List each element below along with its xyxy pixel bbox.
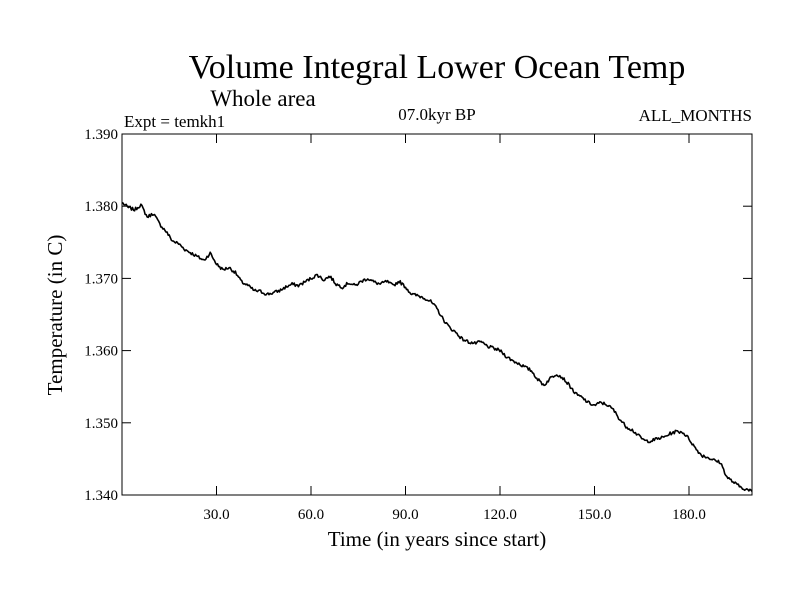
chart-title: Volume Integral Lower Ocean Temp [189,49,686,86]
x-tick-label: 60.0 [298,507,324,523]
x-tick-label: 150.0 [578,507,612,523]
y-tick-label: 1.380 [84,199,118,215]
expt-label: Expt = temkh1 [124,112,225,131]
x-tick-label: 180.0 [672,507,706,523]
x-tick-label: 30.0 [203,507,229,523]
y-tick-label: 1.360 [84,344,118,360]
y-tick-label: 1.350 [84,416,118,432]
chart-subtitle: Whole area [210,86,315,111]
y-tick-label: 1.370 [84,271,118,287]
y-axis-label: Temperature (in C) [43,235,67,396]
series-line-temkh1 [121,201,753,492]
x-axis-label: Time (in years since start) [328,527,547,551]
months-label: ALL_MONTHS [639,106,752,125]
y-axis-ticks: 1.340 1.350 1.360 1.370 1.380 1.390 [84,127,752,504]
plot-frame [121,133,753,496]
y-tick-label: 1.340 [84,488,118,504]
x-tick-label: 90.0 [392,507,418,523]
y-tick-label: 1.390 [84,127,118,143]
x-axis-ticks: 30.0 60.0 90.0 120.0 150.0 180.0 [203,134,706,523]
x-tick-label: 120.0 [483,507,517,523]
period-label: 07.0kyr BP [398,105,475,124]
